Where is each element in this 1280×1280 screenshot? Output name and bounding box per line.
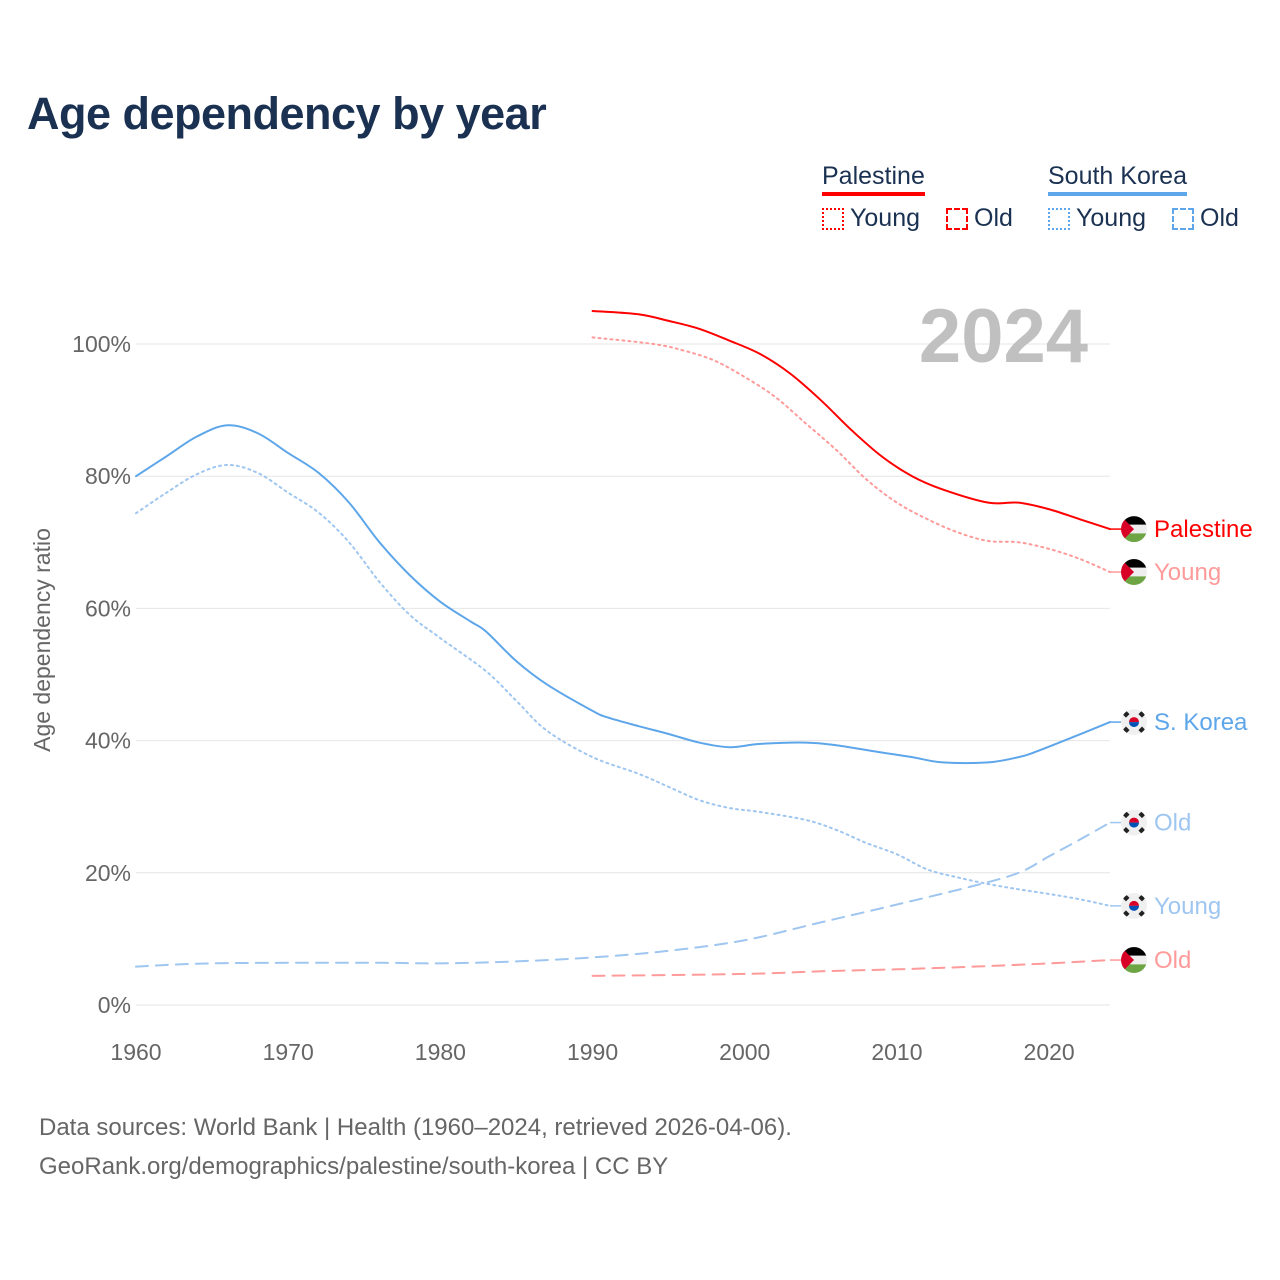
series-line-south-korea-total: [135, 424, 1111, 765]
series-line-palestine-total: [591, 309, 1111, 531]
x-tick-label: 2000: [719, 1039, 770, 1065]
flag-stripe: [1121, 567, 1147, 577]
flag-taegeuk-red: [1129, 817, 1139, 823]
end-label: Old: [1110, 947, 1191, 974]
flag-stripe: [1121, 524, 1147, 534]
y-tick-label: 20%: [85, 860, 131, 886]
y-tick-label: 80%: [85, 463, 131, 489]
footer: Data sources: World Bank | Health (1960–…: [39, 1108, 792, 1186]
x-tick-label: 1980: [415, 1039, 466, 1065]
y-tick-label: 100%: [72, 331, 131, 357]
legend-young-label: Young: [1076, 204, 1146, 232]
legend-south-korea-label: South Korea: [1048, 162, 1187, 196]
x-tick-label: 1990: [567, 1039, 618, 1065]
series-line-south-korea-old: [135, 821, 1111, 968]
legend-palestine: Palestine Young Old: [822, 162, 1013, 233]
end-label-text: Old: [1154, 810, 1191, 837]
flag-taegeuk-blue: [1129, 822, 1139, 828]
korea-flag-icon: [1121, 892, 1147, 919]
series-line-south-korea-young: [135, 463, 1111, 907]
flag-triangle: [1121, 559, 1134, 586]
flag-stripe: [1121, 576, 1147, 586]
legend-old-label: Old: [974, 204, 1013, 232]
legend-dotted-swatch: [822, 207, 844, 230]
x-tick-label: 2020: [1024, 1039, 1075, 1065]
end-label-text: S. Korea: [1154, 709, 1248, 736]
flag-stripe: [1121, 559, 1147, 568]
flag-triangle: [1121, 516, 1134, 543]
end-label: S. Korea: [1110, 709, 1248, 736]
legend-south-korea: South Korea Young Old: [1048, 162, 1239, 233]
flag-stripe: [1121, 947, 1147, 956]
flag-taegeuk-red: [1129, 900, 1139, 906]
legend-old-label: Old: [1200, 204, 1239, 232]
legend-palestine-label: Palestine: [822, 162, 925, 196]
end-label: Young: [1110, 559, 1221, 586]
flag-stripe: [1121, 533, 1147, 543]
legend-dashed-swatch: [1172, 207, 1194, 230]
source-link[interactable]: GeoRank.org/demographics/palestine/south…: [39, 1153, 669, 1180]
end-label: Palestine: [1110, 516, 1253, 543]
palestine-flag-icon: [1121, 516, 1147, 543]
end-label-text: Young: [1154, 893, 1221, 920]
legend-dashed-swatch: [946, 207, 968, 230]
series-line-palestine-young: [591, 336, 1111, 574]
palestine-flag-icon: [1121, 559, 1147, 586]
palestine-flag-icon: [1121, 947, 1147, 974]
y-tick-label: 0%: [98, 992, 131, 1018]
x-tick-label: 2010: [871, 1039, 922, 1065]
end-label: Old: [1110, 809, 1191, 837]
end-label-text: Young: [1154, 559, 1221, 586]
x-tick-label: 1960: [110, 1039, 161, 1065]
legend-young-label: Young: [850, 204, 920, 232]
year-watermark: 2024: [919, 294, 1088, 379]
flag-triangle: [1121, 947, 1134, 974]
flag-taegeuk-blue: [1129, 722, 1139, 728]
flag-stripe: [1121, 516, 1147, 525]
flag-taegeuk-red: [1129, 717, 1139, 723]
end-label-text: Old: [1154, 947, 1191, 974]
y-tick-label: 60%: [85, 595, 131, 621]
x-tick-label: 1970: [263, 1039, 314, 1065]
korea-flag-icon: [1121, 709, 1147, 736]
chart-title: Age dependency by year: [27, 88, 547, 139]
end-label-text: Palestine: [1154, 516, 1253, 543]
legend-dotted-swatch: [1048, 207, 1070, 230]
flag-taegeuk-blue: [1129, 905, 1139, 911]
end-label: Young: [1110, 892, 1221, 920]
flag-stripe: [1121, 964, 1147, 974]
korea-flag-icon: [1121, 809, 1147, 836]
y-axis-label: Age dependency ratio: [29, 528, 55, 752]
y-tick-label: 40%: [85, 728, 131, 754]
data-source-text: Data sources: World Bank | Health (1960–…: [39, 1114, 792, 1141]
series-line-palestine-old: [591, 959, 1111, 977]
